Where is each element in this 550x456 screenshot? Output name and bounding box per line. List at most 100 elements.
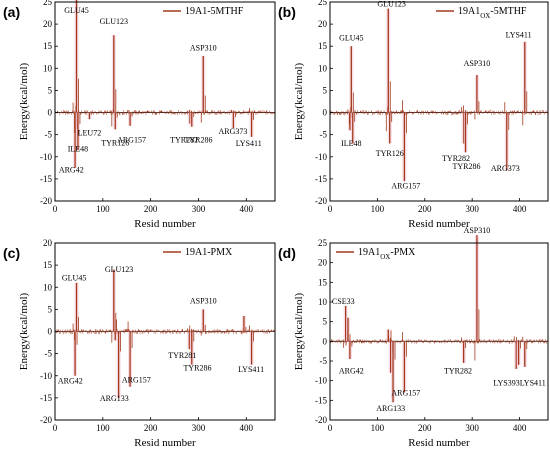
legend-base: 19A1-PMX [185,247,233,258]
residue-label: ASP310 [464,59,491,68]
panel-label: (d) [278,245,296,261]
residue-label: ARG373 [218,127,247,136]
residue-label: GLU123 [100,17,128,26]
x-tick-label: 400 [513,204,527,214]
y-axis-label: Energy(kcal/mol) [18,62,30,140]
x-tick-label: 100 [96,423,110,433]
residue-label: TYR282 [170,136,198,145]
residue-label: ARG42 [58,377,83,386]
panel-label: (c) [3,245,20,261]
legend: 19A1OX-5MTHF [436,6,527,20]
residue-label: GLU45 [62,274,86,283]
y-tick-label: -10 [40,371,52,381]
y-tick-label: 20 [318,19,328,29]
y-tick-label: -10 [315,376,327,386]
residue-labels: ASP310 CSE33 ARG42 TYR282 ARG157 ARG133 LYS393… [332,226,546,413]
residue-label: TYR282 [444,367,472,376]
x-tick-label: 100 [371,423,385,433]
series-area [330,235,549,403]
y-tick-label: 5 [48,85,53,95]
residue-label: TYR282 [442,154,470,163]
panel-d: -20 -15 -10 -5 0 5 10 15 20 25 0 100 200 300 400 ASP31… [278,226,549,449]
panel-b: -20 -15 -10 -5 0 5 10 15 20 25 0 100 200 300 400 GLU12… [278,0,549,230]
legend-tail: -5MTHF [490,6,527,17]
legend-tail: -PMX [390,247,416,258]
legend: 19A1-PMX [163,247,233,258]
x-tick-label: 100 [96,204,110,214]
residue-label: LEU72 [78,129,102,138]
y-tick-label: -5 [320,356,328,366]
y-tick-label: 15 [43,260,53,270]
x-axis-label: Resid number [134,437,196,449]
legend-text: 19A1-PMX [185,247,233,258]
residue-label: ARG133 [100,394,129,403]
residue-label: ARG157 [117,136,146,145]
y-tick-label: 20 [43,19,53,29]
x-tick-label: 0 [53,204,58,214]
y-tick-label: 15 [318,277,328,287]
y-axis-label: Energy(kcal/mol) [293,292,305,370]
x-axis-label: Resid number [408,437,470,449]
residue-label: TYR126 [101,139,129,148]
residue-label: GLU45 [64,6,88,15]
residue-label: ILE48 [341,139,361,148]
y-tick-label: 10 [318,297,328,307]
y-tick-label: -20 [315,196,327,206]
plot-frame [54,242,276,421]
x-tick-label: 200 [144,204,158,214]
residue-label: GLU123 [105,265,133,274]
panel-label: (b) [278,4,296,20]
y-axis-label: Energy(kcal/mol) [18,292,30,370]
x-tick-label: 400 [240,423,254,433]
x-tick-label: 300 [192,423,206,433]
legend-text: 19A1OX-PMX [358,247,416,261]
x-tick-label: 200 [144,423,158,433]
residue-label: GLU123 [377,0,405,8]
y-tick-label: 0 [48,327,53,337]
residue-label: ARG157 [391,389,420,398]
plot-frame [329,1,549,202]
y-tick-label: 5 [323,317,328,327]
residue-label: ASP310 [190,44,217,53]
x-tick-label: 0 [53,423,58,433]
residue-label: ASP310 [190,297,217,306]
x-tick-label: 0 [328,423,333,433]
series-area [55,269,276,398]
y-tick-label: 10 [43,282,53,292]
y-tick-label: 15 [318,41,328,51]
residue-label: ARG157 [122,375,151,384]
y-tick-label: -15 [315,395,327,405]
legend-base: 19A1 [358,247,380,258]
legend-sub: OX [380,253,390,261]
residue-label: TYR126 [376,149,404,158]
x-tick-label: 0 [328,204,333,214]
y-tick-label: -20 [315,415,327,425]
y-tick-label: 0 [323,336,328,346]
panel-a: -20 -15 -10 -5 0 5 10 15 20 25 0 100 200 300 400 GLU45… [3,0,276,230]
axis-ticks: -20 -15 -10 -5 0 5 10 15 20 25 0 100 200 300 400 [40,0,254,214]
y-tick-label: 20 [318,258,328,268]
residue-label: ARG42 [339,367,364,376]
residue-label: TYR281 [168,351,196,360]
residue-label: ARG373 [491,164,520,173]
panel-label: (a) [3,4,20,20]
residue-label: ARG42 [59,166,84,175]
legend-base: 19A1-5MTHF [185,6,244,17]
y-tick-label: 25 [43,0,53,7]
legend-text: 19A1OX-5MTHF [458,6,527,20]
residue-label: TYR286 [452,162,480,171]
x-tick-label: 400 [240,204,254,214]
y-tick-label: -5 [320,130,328,140]
legend-text: 19A1-5MTHF [185,6,244,17]
y-tick-label: -15 [40,393,52,403]
residue-label: LYS411 [236,139,262,148]
plot-frame [54,1,276,202]
residue-label: TYR286 [184,363,212,372]
residue-label: ILE48 [68,144,88,153]
x-axis-label: Resid number [408,218,470,230]
x-tick-label: 300 [192,204,206,214]
x-tick-label: 100 [371,204,385,214]
